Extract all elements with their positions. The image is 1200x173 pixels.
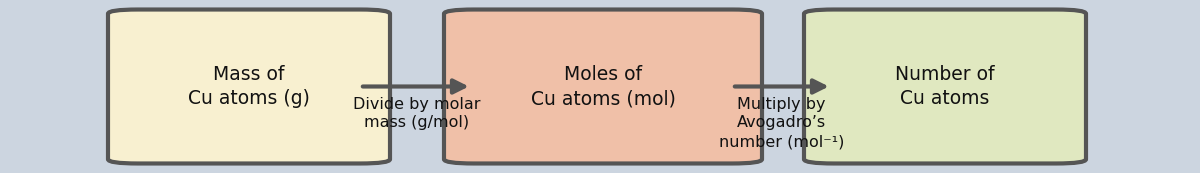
Text: Number of
Cu atoms: Number of Cu atoms [895, 65, 995, 108]
Text: Divide by molar
mass (g/mol): Divide by molar mass (g/mol) [353, 97, 480, 130]
FancyBboxPatch shape [108, 10, 390, 163]
Text: Mass of
Cu atoms (g): Mass of Cu atoms (g) [188, 65, 310, 108]
Text: Multiply by
Avogadro’s
number (mol⁻¹): Multiply by Avogadro’s number (mol⁻¹) [719, 97, 844, 149]
FancyBboxPatch shape [804, 10, 1086, 163]
FancyBboxPatch shape [444, 10, 762, 163]
Text: Moles of
Cu atoms (mol): Moles of Cu atoms (mol) [530, 65, 676, 108]
